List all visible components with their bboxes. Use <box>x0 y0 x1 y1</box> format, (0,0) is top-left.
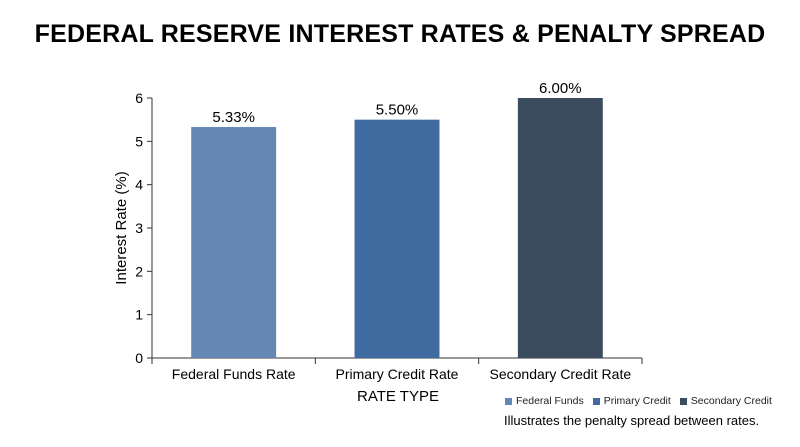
bar-value-label: 5.50% <box>376 102 419 119</box>
x-axis: Federal Funds Rate Primary Credit Rate Sec… <box>151 357 643 382</box>
x-axis-title: RATE TYPE <box>357 388 439 405</box>
legend-label: Primary Credit <box>603 395 671 407</box>
data-labels: 5.33% 5.50% 6.00% <box>212 80 581 126</box>
legend-item: Federal Funds <box>505 395 584 407</box>
y-tick-label: 3 <box>135 220 143 236</box>
y-axis: 0 1 2 3 4 5 6 <box>135 90 153 366</box>
y-tick-label: 2 <box>135 263 143 279</box>
y-tick-label: 1 <box>135 307 143 323</box>
bars <box>191 98 603 359</box>
legend-swatch <box>592 397 600 405</box>
chart-annotation: Illustrates the penalty spread between r… <box>504 413 760 428</box>
y-tick-label: 0 <box>135 350 143 366</box>
legend-item: Primary Credit <box>592 395 671 407</box>
legend: Federal Funds Primary Credit Secondary Cre… <box>505 395 781 407</box>
x-tick-label: Secondary Credit Rate <box>490 366 632 382</box>
bar <box>517 98 603 358</box>
legend-swatch <box>505 397 512 405</box>
x-tick-label: Federal Funds Rate <box>172 366 296 382</box>
bar-value-label: 5.33% <box>212 109 255 126</box>
bar-value-label: 6.00% <box>539 80 582 97</box>
bar <box>191 127 277 359</box>
bar <box>354 119 440 359</box>
chart-title: FEDERAL RESERVE INTEREST RATES & PENALTY… <box>34 20 766 48</box>
y-tick-label: 6 <box>135 90 143 106</box>
y-tick-label: 4 <box>135 177 143 193</box>
y-tick-label: 5 <box>135 133 143 149</box>
y-axis-title: Interest Rate (%) <box>113 171 130 284</box>
legend-swatch <box>679 397 687 405</box>
legend-label: Secondary Credit <box>690 395 772 407</box>
legend-item: Secondary Credit <box>679 395 772 407</box>
x-tick-label: Primary Credit Rate <box>336 366 459 382</box>
legend-label: Federal Funds <box>516 395 584 407</box>
